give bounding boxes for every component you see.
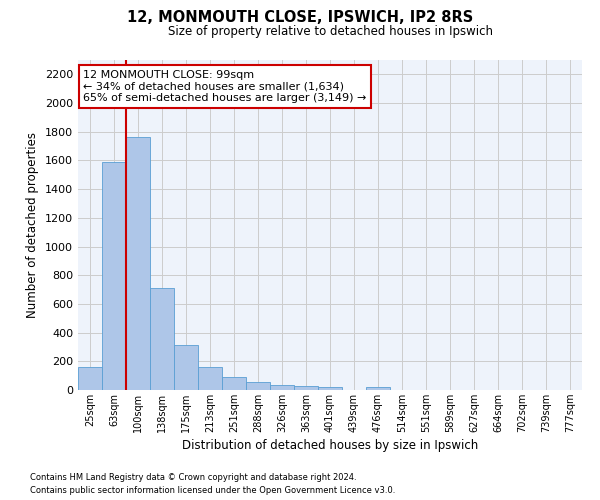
Bar — [126, 138, 150, 390]
Bar — [246, 382, 270, 390]
Bar — [294, 386, 318, 390]
Y-axis label: Number of detached properties: Number of detached properties — [26, 132, 40, 318]
Bar — [318, 387, 342, 390]
X-axis label: Distribution of detached houses by size in Ipswich: Distribution of detached houses by size … — [182, 439, 478, 452]
Bar — [174, 345, 198, 390]
Bar — [222, 377, 246, 390]
Text: 12, MONMOUTH CLOSE, IPSWICH, IP2 8RS: 12, MONMOUTH CLOSE, IPSWICH, IP2 8RS — [127, 10, 473, 25]
Bar — [366, 387, 390, 390]
Bar — [150, 288, 174, 390]
Title: Size of property relative to detached houses in Ipswich: Size of property relative to detached ho… — [167, 25, 493, 38]
Bar — [78, 367, 102, 390]
Bar — [102, 162, 126, 390]
Text: 12 MONMOUTH CLOSE: 99sqm
← 34% of detached houses are smaller (1,634)
65% of sem: 12 MONMOUTH CLOSE: 99sqm ← 34% of detach… — [83, 70, 367, 103]
Bar — [198, 367, 222, 390]
Text: Contains HM Land Registry data © Crown copyright and database right 2024.
Contai: Contains HM Land Registry data © Crown c… — [30, 474, 395, 495]
Bar — [270, 385, 294, 390]
